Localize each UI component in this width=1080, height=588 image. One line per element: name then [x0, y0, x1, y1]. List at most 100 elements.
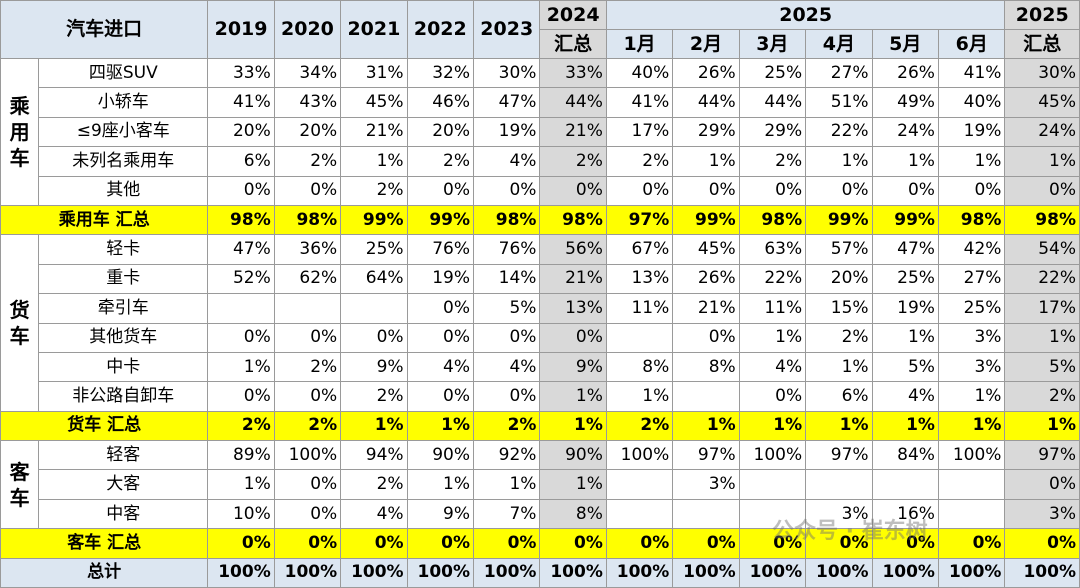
value-cell: 4% [473, 351, 541, 383]
value-cell: 0% [1004, 469, 1080, 500]
value-cell: 0% [1004, 528, 1080, 559]
summary-row: 客车 汇总 0% 0% 0% 0% 0% 0% 0% 0% 0% 0% 0% 0% 0% [0, 528, 1080, 559]
value-cell [738, 498, 807, 530]
group-label-char: 用 [9, 119, 30, 144]
value-cell: 1% [406, 410, 475, 442]
value-cell: 25% [937, 293, 1006, 324]
group-label-char: 货 [9, 298, 30, 323]
value-cell: 98% [473, 204, 541, 236]
value-cell: 1% [473, 469, 541, 500]
value-cell: 97% [1004, 440, 1080, 471]
value-cell: 30% [1004, 57, 1080, 89]
value-cell: 1% [605, 381, 674, 412]
value-cell: 40% [605, 57, 674, 89]
value-cell: 0% [406, 322, 475, 353]
value-cell: 98% [937, 204, 1006, 236]
value-cell: 17% [1004, 293, 1080, 324]
header-month: 4月 [805, 29, 873, 59]
value-cell: 0% [273, 381, 342, 412]
value-cell: 36% [273, 234, 342, 265]
value-cell: 1% [805, 351, 873, 383]
value-cell [605, 498, 674, 530]
value-cell: 47% [473, 87, 541, 118]
value-cell: 0% [340, 528, 408, 559]
value-cell: 0% [605, 175, 674, 206]
value-cell: 98% [1004, 204, 1080, 236]
value-cell: 45% [340, 87, 408, 118]
table-row: 大客 1% 0% 2% 1% 1% 1% 3% 0% [1, 469, 1080, 500]
table-row: 中客 10% 0% 4% 9% 7% 8% 3% 16% 3% [1, 498, 1080, 530]
value-cell: 2% [473, 410, 541, 442]
value-cell: 76% [473, 234, 541, 265]
value-cell: 2% [805, 322, 873, 353]
value-cell: 19% [871, 293, 939, 324]
value-cell: 2% [273, 351, 342, 383]
value-cell: 1% [207, 351, 275, 383]
value-cell [871, 469, 939, 500]
value-cell: 1% [672, 146, 740, 177]
value-cell: 98% [738, 204, 807, 236]
value-cell: 46% [406, 87, 475, 118]
value-cell: 84% [871, 440, 939, 471]
value-cell: 3% [937, 322, 1006, 353]
value-cell: 47% [207, 234, 275, 265]
header-corner: 汽车进口 [0, 0, 209, 59]
value-cell: 21% [539, 116, 607, 148]
value-cell: 6% [805, 381, 873, 412]
header-row-1: 汽车进口 2019 2020 2021 2022 2023 2024 2025 … [0, 0, 1080, 59]
value-cell: 22% [805, 116, 873, 148]
value-cell: 62% [273, 263, 342, 295]
value-cell: 4% [340, 498, 408, 530]
value-cell: 98% [539, 204, 607, 236]
header-year: 2021 [340, 0, 408, 59]
value-cell: 0% [273, 498, 342, 530]
value-cell: 31% [340, 57, 408, 89]
value-cell: 2% [406, 146, 475, 177]
row-label: 非公路自卸车 [38, 381, 209, 412]
group-label-char: 车 [9, 485, 30, 510]
value-cell: 100% [539, 557, 607, 588]
value-cell: 1% [805, 410, 873, 442]
row-label: 客车 汇总 [0, 528, 209, 559]
value-cell [937, 469, 1006, 500]
value-cell: 0% [273, 528, 342, 559]
value-cell: 7% [473, 498, 541, 530]
value-cell: 94% [340, 440, 408, 471]
value-cell: 1% [937, 381, 1006, 412]
row-label: 未列名乘用车 [38, 146, 209, 177]
value-cell: 99% [672, 204, 740, 236]
row-label: 牵引车 [38, 293, 209, 324]
value-cell: 41% [937, 57, 1006, 89]
value-cell: 0% [539, 528, 607, 559]
value-cell: 97% [672, 440, 740, 471]
value-cell: 0% [672, 528, 740, 559]
header-year: 2020 [273, 0, 342, 59]
value-cell: 100% [937, 440, 1006, 471]
value-cell: 0% [473, 175, 541, 206]
value-cell: 100% [473, 557, 541, 588]
value-cell: 5% [1004, 351, 1080, 383]
value-cell: 27% [937, 263, 1006, 295]
row-label: 总计 [0, 557, 209, 588]
table-row: 未列名乘用车 6% 2% 1% 2% 4% 2% 2% 1% 2% 1% 1% 1% 1% [1, 146, 1080, 177]
value-cell: 99% [871, 204, 939, 236]
value-cell: 2% [340, 381, 408, 412]
value-cell [672, 498, 740, 530]
value-cell: 0% [738, 528, 807, 559]
header-month: 5月 [871, 29, 939, 59]
header-2025-total-sub: 汇总 [1004, 29, 1080, 59]
value-cell: 2% [1004, 381, 1080, 412]
value-cell: 2% [605, 410, 674, 442]
table-row: 重卡 52% 62% 64% 19% 14% 21% 13% 26% 22% 20% 25% 27% 22… [1, 263, 1080, 295]
summary-row: 乘用车 汇总 98% 98% 99% 99% 98% 98% 97% 99% 98% 99% 99% 9… [0, 204, 1080, 236]
value-cell: 0% [340, 322, 408, 353]
value-cell: 0% [937, 175, 1006, 206]
value-cell: 1% [672, 410, 740, 442]
row-label: 货车 汇总 [0, 410, 209, 442]
value-cell: 1% [1004, 410, 1080, 442]
header-2025-total-year: 2025 [1004, 0, 1080, 30]
value-cell: 4% [738, 351, 807, 383]
value-cell: 0% [473, 322, 541, 353]
group-label-char: 乘 [9, 93, 30, 118]
value-cell: 100% [937, 557, 1006, 588]
